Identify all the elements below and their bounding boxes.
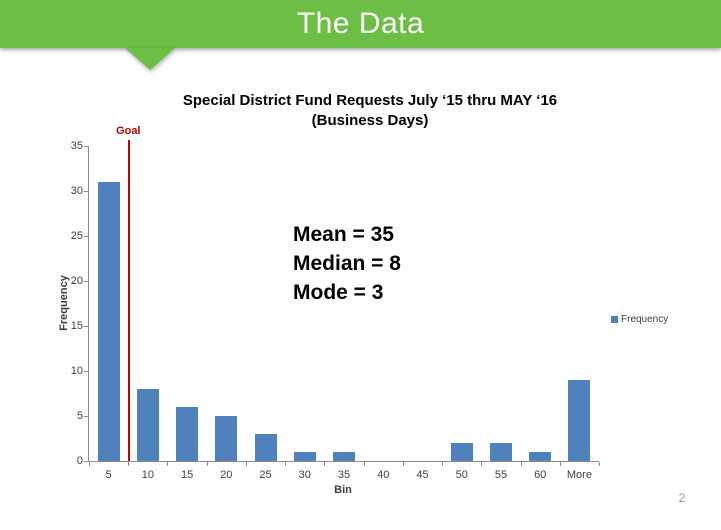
chart-title-line2: (Business Days) [311,112,429,129]
bar-cell [167,146,206,461]
mode-text: Mode = 3 [293,281,384,304]
x-tick-label: 60 [534,469,547,481]
bar-35 [333,452,356,461]
x-tick-mark [167,462,169,466]
goal-label: Goal [116,125,141,137]
x-axis-labels: 5 10 15 20 25 30 35 40 45 50 55 60 More [89,461,599,481]
y-tick-mark [84,461,88,462]
x-tick-label: 25 [259,469,272,481]
slide-title: The Data [296,7,425,40]
chart-title: Special District Fund Requests July ‘15 … [60,91,680,131]
y-tick-mark [84,146,88,147]
x-tick-mark [206,462,208,466]
median-text: Median = 8 [293,252,401,275]
bar-cell [89,146,128,461]
bar-cell [403,146,442,461]
y-tick-label: 15 [70,320,83,332]
bar-50 [450,443,473,461]
bar-30 [293,452,316,461]
x-tick-mark [128,462,130,466]
mean-text: Mean = 35 [293,223,394,246]
x-tick-mark [520,462,522,466]
y-tick-label: 5 [76,410,83,422]
bar-55 [489,443,512,461]
x-tick-label: 35 [337,469,351,481]
x-tick-label: 5 [105,469,112,481]
bar-20 [215,416,238,461]
y-tick-mark [84,236,88,237]
bar-cell [521,146,560,461]
x-tick-label: 30 [298,469,311,481]
y-tick-label: 20 [70,275,83,287]
x-tick-mark [402,462,404,466]
bar-cell [128,146,167,461]
x-tick-mark [285,462,287,466]
stats-annotation: Mean = 35 Median = 8 Mode = 3 [293,220,401,307]
legend-swatch-icon [611,316,618,323]
bar-25 [254,434,277,461]
y-tick-mark [84,371,88,372]
bar-series [89,146,599,461]
x-axis-title: Bin [334,484,352,496]
banner-pointer-triangle [125,48,175,70]
x-tick-label: 45 [416,469,429,481]
bar-More [568,380,591,461]
x-tick-mark [245,462,247,466]
bar-cell [442,146,481,461]
x-tick-label: 40 [377,469,390,481]
bar-15 [176,407,199,461]
plot-area: 0 5 10 15 20 25 30 35 5 10 15 20 25 30 35 40 45 50 55 60 Mo… [71,125,600,481]
x-tick-mark [481,462,483,466]
y-tick-label: 10 [70,365,83,377]
x-tick-mark [559,462,561,466]
header-banner: The Data [0,0,721,48]
bar-cell [207,146,246,461]
x-tick-mark [599,462,600,466]
x-tick-mark [363,462,365,466]
legend-label: Frequency [621,314,669,325]
legend: Frequency [611,314,668,325]
y-tick-label: 0 [76,455,83,467]
bar-5 [97,182,120,461]
x-tick-label: 20 [220,469,233,481]
bar-cell [246,146,285,461]
bar-60 [529,452,552,461]
x-tick-label: 50 [455,469,468,481]
y-tick-label: 35 [70,140,83,152]
page-number: 2 [678,491,686,505]
goal-reference-line [128,140,131,461]
x-tick-mark [89,462,90,466]
y-tick-mark [84,326,88,327]
y-tick-label: 25 [70,230,83,242]
bar-cell [324,146,363,461]
x-tick-label: 10 [141,469,154,481]
x-tick-mark [324,462,326,466]
x-tick-label: 55 [494,469,508,481]
bar-cell [560,146,599,461]
y-tick-label: 30 [70,185,83,197]
x-tick-label: 15 [180,469,194,481]
chart-title-line1: Special District Fund Requests July ‘15 … [182,92,558,109]
bar-cell [285,146,324,461]
x-tick-label: More [566,469,592,481]
bar-cell [481,146,520,461]
y-tick-mark [84,281,88,282]
y-tick-mark [84,191,88,192]
x-tick-mark [442,462,444,466]
y-tick-mark [84,416,88,417]
bar-10 [136,389,159,461]
